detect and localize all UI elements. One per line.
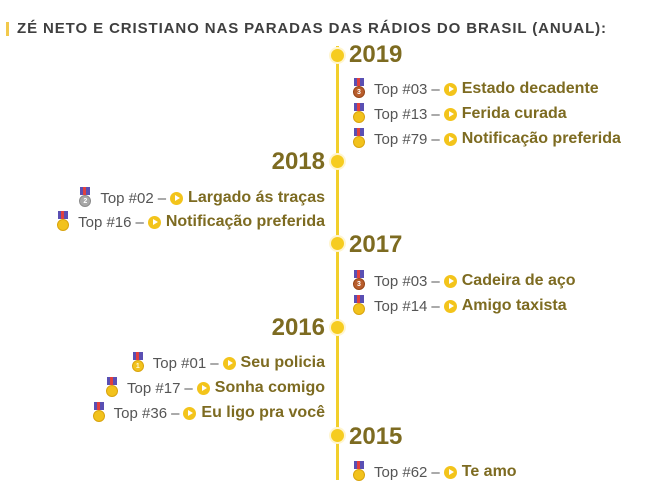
chart-entry: Top #62 – Te amo (352, 461, 517, 483)
separator: – (184, 379, 193, 397)
rank-label: Top #17 (127, 379, 181, 397)
timeline-dot-2019 (331, 49, 344, 62)
medal-icon (352, 128, 366, 150)
year-label-2016: 2016 (271, 314, 325, 341)
medal-icon (92, 402, 106, 424)
play-circle-icon[interactable] (443, 299, 457, 313)
song-title: Te amo (461, 463, 517, 480)
medal-icon (105, 377, 119, 399)
song-title: Estado decadente (461, 80, 599, 97)
rank-label: Top #02 (100, 189, 154, 207)
play-circle-icon[interactable] (443, 274, 457, 288)
chart-entry: Top #79 – Notificação preferida (352, 128, 621, 150)
medal-icon (56, 211, 70, 233)
timeline-dot-2018 (331, 155, 344, 168)
separator: – (210, 354, 219, 372)
rank-label: Top #14 (374, 297, 428, 315)
separator: – (431, 80, 440, 98)
play-circle-icon[interactable] (443, 107, 457, 121)
play-circle-icon[interactable] (183, 406, 197, 420)
rank-label: Top #62 (374, 463, 428, 481)
page-title: ZÉ NETO E CRISTIANO NAS PARADAS DAS RÁDI… (17, 20, 607, 37)
timeline-axis (336, 46, 339, 480)
year-label-2019: 2019 (349, 41, 403, 68)
medal-icon: 2 (78, 187, 92, 209)
song-title: Largado ás traças (188, 189, 325, 206)
rank-label: Top #03 (374, 80, 428, 98)
rank-label: Top #03 (374, 272, 428, 290)
timeline-dot-2016 (331, 321, 344, 334)
chart-entry: 3 Top #03 – Estado decadente (352, 78, 599, 100)
medal-icon: 1 (131, 352, 145, 374)
chart-entry: Top #13 – Ferida curada (352, 103, 567, 125)
play-circle-icon[interactable] (170, 191, 184, 205)
play-circle-icon[interactable] (443, 132, 457, 146)
play-circle-icon[interactable] (196, 381, 210, 395)
separator: – (431, 463, 440, 481)
separator: – (135, 213, 144, 231)
medal-icon (352, 295, 366, 317)
separator: – (431, 130, 440, 148)
chart-entry: 1 Top #01 – Seu policia (131, 352, 325, 374)
chart-entry: Top #36 – Eu ligo pra você (92, 402, 325, 424)
play-circle-icon[interactable] (443, 465, 457, 479)
play-circle-icon[interactable] (147, 215, 161, 229)
year-label-2018: 2018 (271, 148, 325, 175)
year-label-2017: 2017 (349, 231, 403, 258)
rank-label: Top #16 (78, 213, 132, 231)
separator: – (431, 105, 440, 123)
separator: – (431, 297, 440, 315)
rank-label: Top #36 (113, 404, 168, 422)
timeline-dot-2017 (331, 237, 344, 250)
song-title: Sonha comigo (214, 379, 325, 396)
separator: – (171, 404, 180, 422)
chart-entry: Top #16 – Notificação preferida (56, 211, 325, 233)
medal-icon: 3 (352, 78, 366, 100)
play-circle-icon[interactable] (222, 356, 236, 370)
medal-icon (352, 461, 366, 483)
song-title: Amigo taxista (461, 297, 567, 314)
medal-icon (352, 103, 366, 125)
chart-entry: Top #14 – Amigo taxista (352, 295, 567, 317)
year-label-2015: 2015 (349, 423, 403, 450)
separator: – (157, 189, 167, 207)
chart-entry: 3 Top #03 – Cadeira de aço (352, 270, 576, 292)
song-title: Ferida curada (461, 105, 567, 122)
medal-icon: 3 (352, 270, 366, 292)
song-title: Notificação preferida (461, 130, 621, 147)
chart-entry: Top #17 – Sonha comigo (105, 377, 325, 399)
separator: – (431, 272, 440, 290)
rank-label: Top #79 (374, 130, 428, 148)
chart-entry: 2 Top #02 – Largado ás traças (78, 187, 325, 209)
rank-label: Top #01 (152, 354, 207, 372)
song-title: Notificação preferida (165, 213, 325, 230)
title-accent-bar (6, 22, 9, 36)
song-title: Seu policia (240, 354, 325, 371)
rank-label: Top #13 (374, 105, 428, 123)
song-title: Eu ligo pra você (201, 404, 325, 421)
song-title: Cadeira de aço (461, 272, 576, 289)
play-circle-icon[interactable] (443, 82, 457, 96)
timeline-dot-2015 (331, 429, 344, 442)
